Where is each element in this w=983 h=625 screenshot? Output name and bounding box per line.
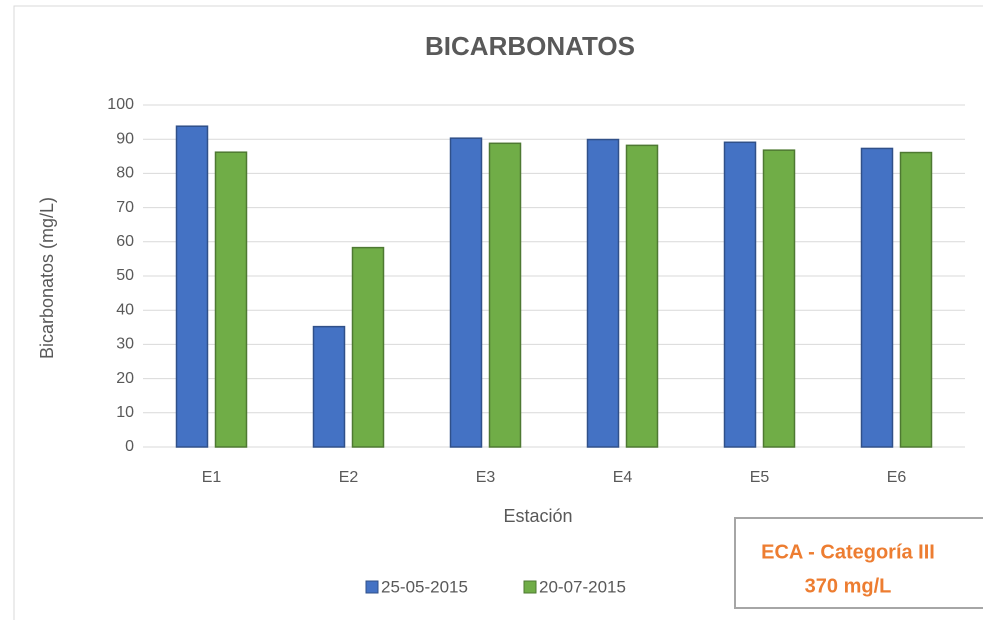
chart-title: BICARBONATOS — [425, 31, 635, 61]
annotation-box — [734, 517, 983, 609]
legend-label: 20-07-2015 — [539, 577, 626, 596]
legend-label: 25-05-2015 — [381, 577, 468, 596]
y-tick-label: 30 — [116, 336, 134, 353]
y-tick-label: 90 — [116, 130, 134, 147]
x-tick-label: E6 — [887, 469, 907, 486]
y-tick-label: 80 — [116, 165, 134, 182]
bar — [860, 147, 894, 448]
bar — [723, 141, 757, 448]
y-tick-label: 10 — [116, 404, 134, 421]
x-tick-label: E2 — [339, 469, 359, 486]
bar — [488, 142, 522, 448]
bar — [625, 144, 659, 448]
y-tick-label: 70 — [116, 199, 134, 216]
bar — [899, 151, 933, 448]
y-tick-label: 40 — [116, 301, 134, 318]
bar — [586, 138, 620, 448]
legend-swatch — [523, 580, 537, 594]
x-tick-label: E4 — [613, 469, 633, 486]
x-tick-label: E1 — [202, 469, 222, 486]
x-axis-label: Estación — [503, 506, 572, 526]
y-tick-label: 0 — [125, 438, 134, 455]
bar — [449, 137, 483, 448]
bar — [175, 125, 209, 448]
bar — [762, 149, 796, 448]
y-tick-label: 100 — [107, 96, 134, 113]
bar — [312, 325, 346, 448]
annotation-text: ECA - Categoría III — [761, 541, 935, 563]
bar — [351, 246, 385, 448]
y-tick-label: 60 — [116, 233, 134, 250]
y-tick-label: 20 — [116, 370, 134, 387]
annotation-text: 370 mg/L — [805, 575, 892, 597]
bar — [214, 151, 248, 448]
x-tick-label: E3 — [476, 469, 496, 486]
legend-swatch — [365, 580, 379, 594]
y-axis-label: Bicarbonatos (mg/L) — [37, 197, 57, 359]
chart-border — [13, 5, 983, 625]
y-tick-label: 50 — [116, 267, 134, 284]
x-tick-label: E5 — [750, 469, 770, 486]
